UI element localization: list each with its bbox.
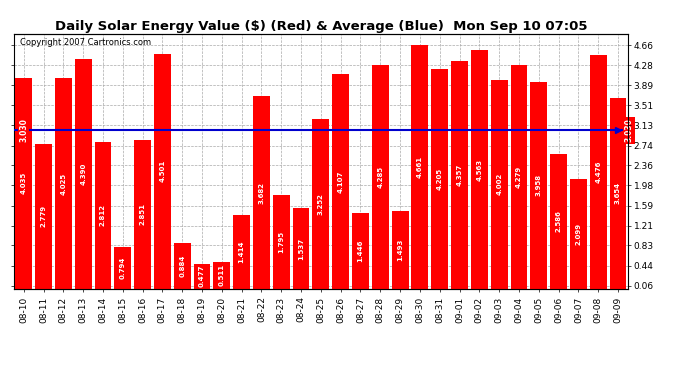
- Text: 4.476: 4.476: [595, 160, 601, 183]
- Bar: [491, 80, 508, 289]
- Text: 3.654: 3.654: [615, 182, 621, 204]
- Bar: [213, 262, 230, 289]
- Bar: [372, 65, 388, 289]
- Bar: [609, 98, 627, 289]
- Bar: [15, 78, 32, 289]
- Bar: [55, 78, 72, 289]
- Text: 4.661: 4.661: [417, 156, 423, 178]
- Text: 0.511: 0.511: [219, 264, 225, 286]
- Bar: [75, 59, 92, 289]
- Text: 4.390: 4.390: [80, 163, 86, 185]
- Text: 4.035: 4.035: [21, 172, 27, 195]
- Bar: [590, 55, 607, 289]
- Text: 4.025: 4.025: [60, 172, 66, 195]
- Bar: [550, 154, 567, 289]
- Bar: [35, 144, 52, 289]
- Bar: [511, 65, 527, 289]
- Text: 2.779: 2.779: [41, 205, 46, 227]
- Bar: [570, 179, 586, 289]
- Text: 0.794: 0.794: [120, 257, 126, 279]
- Bar: [154, 54, 171, 289]
- Bar: [313, 119, 329, 289]
- Bar: [115, 247, 131, 289]
- Bar: [451, 61, 468, 289]
- Bar: [95, 142, 111, 289]
- Text: 3.958: 3.958: [535, 174, 542, 196]
- Text: 1.446: 1.446: [357, 240, 364, 262]
- Title: Daily Solar Energy Value ($) (Red) & Average (Blue)  Mon Sep 10 07:05: Daily Solar Energy Value ($) (Red) & Ave…: [55, 20, 587, 33]
- Text: 3.252: 3.252: [318, 193, 324, 215]
- Text: 4.107: 4.107: [337, 170, 344, 193]
- Bar: [431, 69, 448, 289]
- Bar: [293, 209, 309, 289]
- Bar: [273, 195, 290, 289]
- Text: 1.795: 1.795: [278, 231, 284, 253]
- Text: 2.851: 2.851: [139, 203, 146, 225]
- Text: 2.099: 2.099: [575, 223, 582, 245]
- Text: 3.030: 3.030: [19, 118, 28, 142]
- Bar: [352, 213, 369, 289]
- Text: 0.884: 0.884: [179, 255, 185, 277]
- Text: 4.279: 4.279: [516, 166, 522, 188]
- Bar: [253, 96, 270, 289]
- Text: 4.002: 4.002: [496, 173, 502, 195]
- Text: 4.285: 4.285: [377, 166, 383, 188]
- Text: 4.501: 4.501: [159, 160, 166, 182]
- Bar: [411, 45, 428, 289]
- Text: 2.586: 2.586: [555, 210, 562, 232]
- Text: 0.477: 0.477: [199, 265, 205, 288]
- Bar: [392, 211, 408, 289]
- Text: Copyright 2007 Cartronics.com: Copyright 2007 Cartronics.com: [20, 38, 151, 46]
- Text: 4.357: 4.357: [457, 164, 462, 186]
- Text: 2.812: 2.812: [100, 204, 106, 226]
- Text: 1.537: 1.537: [298, 237, 304, 260]
- Bar: [333, 74, 349, 289]
- Text: 4.205: 4.205: [437, 168, 443, 190]
- Text: 4.563: 4.563: [476, 159, 482, 181]
- Text: 1.493: 1.493: [397, 238, 403, 261]
- Bar: [174, 243, 190, 289]
- Text: 3.682: 3.682: [259, 182, 264, 204]
- Bar: [194, 264, 210, 289]
- Bar: [531, 82, 547, 289]
- Text: 3.030: 3.030: [624, 118, 633, 142]
- Bar: [134, 140, 151, 289]
- Bar: [233, 215, 250, 289]
- Text: 1.414: 1.414: [239, 240, 245, 263]
- Bar: [471, 50, 488, 289]
